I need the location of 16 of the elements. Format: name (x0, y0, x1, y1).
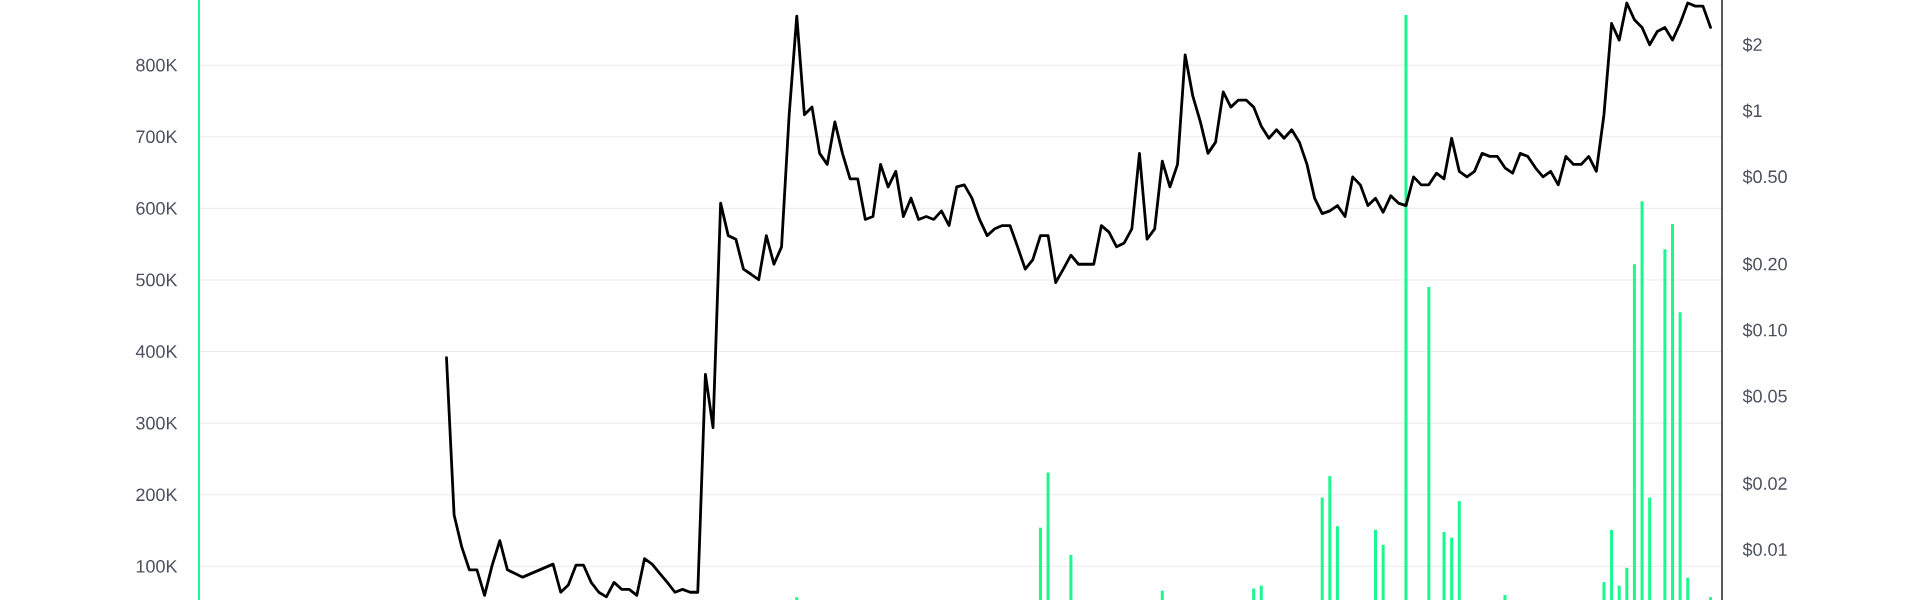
y2-tick-label: $0.10 (1742, 322, 1787, 338)
y-tick-label: 700K (136, 130, 178, 144)
y-tick-label: 200K (136, 488, 178, 502)
y-tick-label: 500K (136, 273, 178, 287)
y2-tick-label: $0.50 (1742, 169, 1787, 185)
y-tick-label: 800K (136, 58, 178, 72)
y2-tick-label: $0.01 (1742, 542, 1787, 558)
y2-tick-label: $0.02 (1742, 476, 1787, 491)
y-tick-label: 600K (136, 201, 178, 215)
y2-tick-label: $0.20 (1742, 256, 1787, 272)
y-tick-label: 100K (136, 559, 178, 573)
y-tick-label: 300K (136, 416, 178, 430)
y-tick-label: 400K (135, 345, 178, 358)
y2-tick-label: $0.05 (1742, 389, 1787, 404)
y2-tick-label: $1 (1742, 103, 1762, 119)
y2-tick-label: $2 (1742, 37, 1762, 53)
